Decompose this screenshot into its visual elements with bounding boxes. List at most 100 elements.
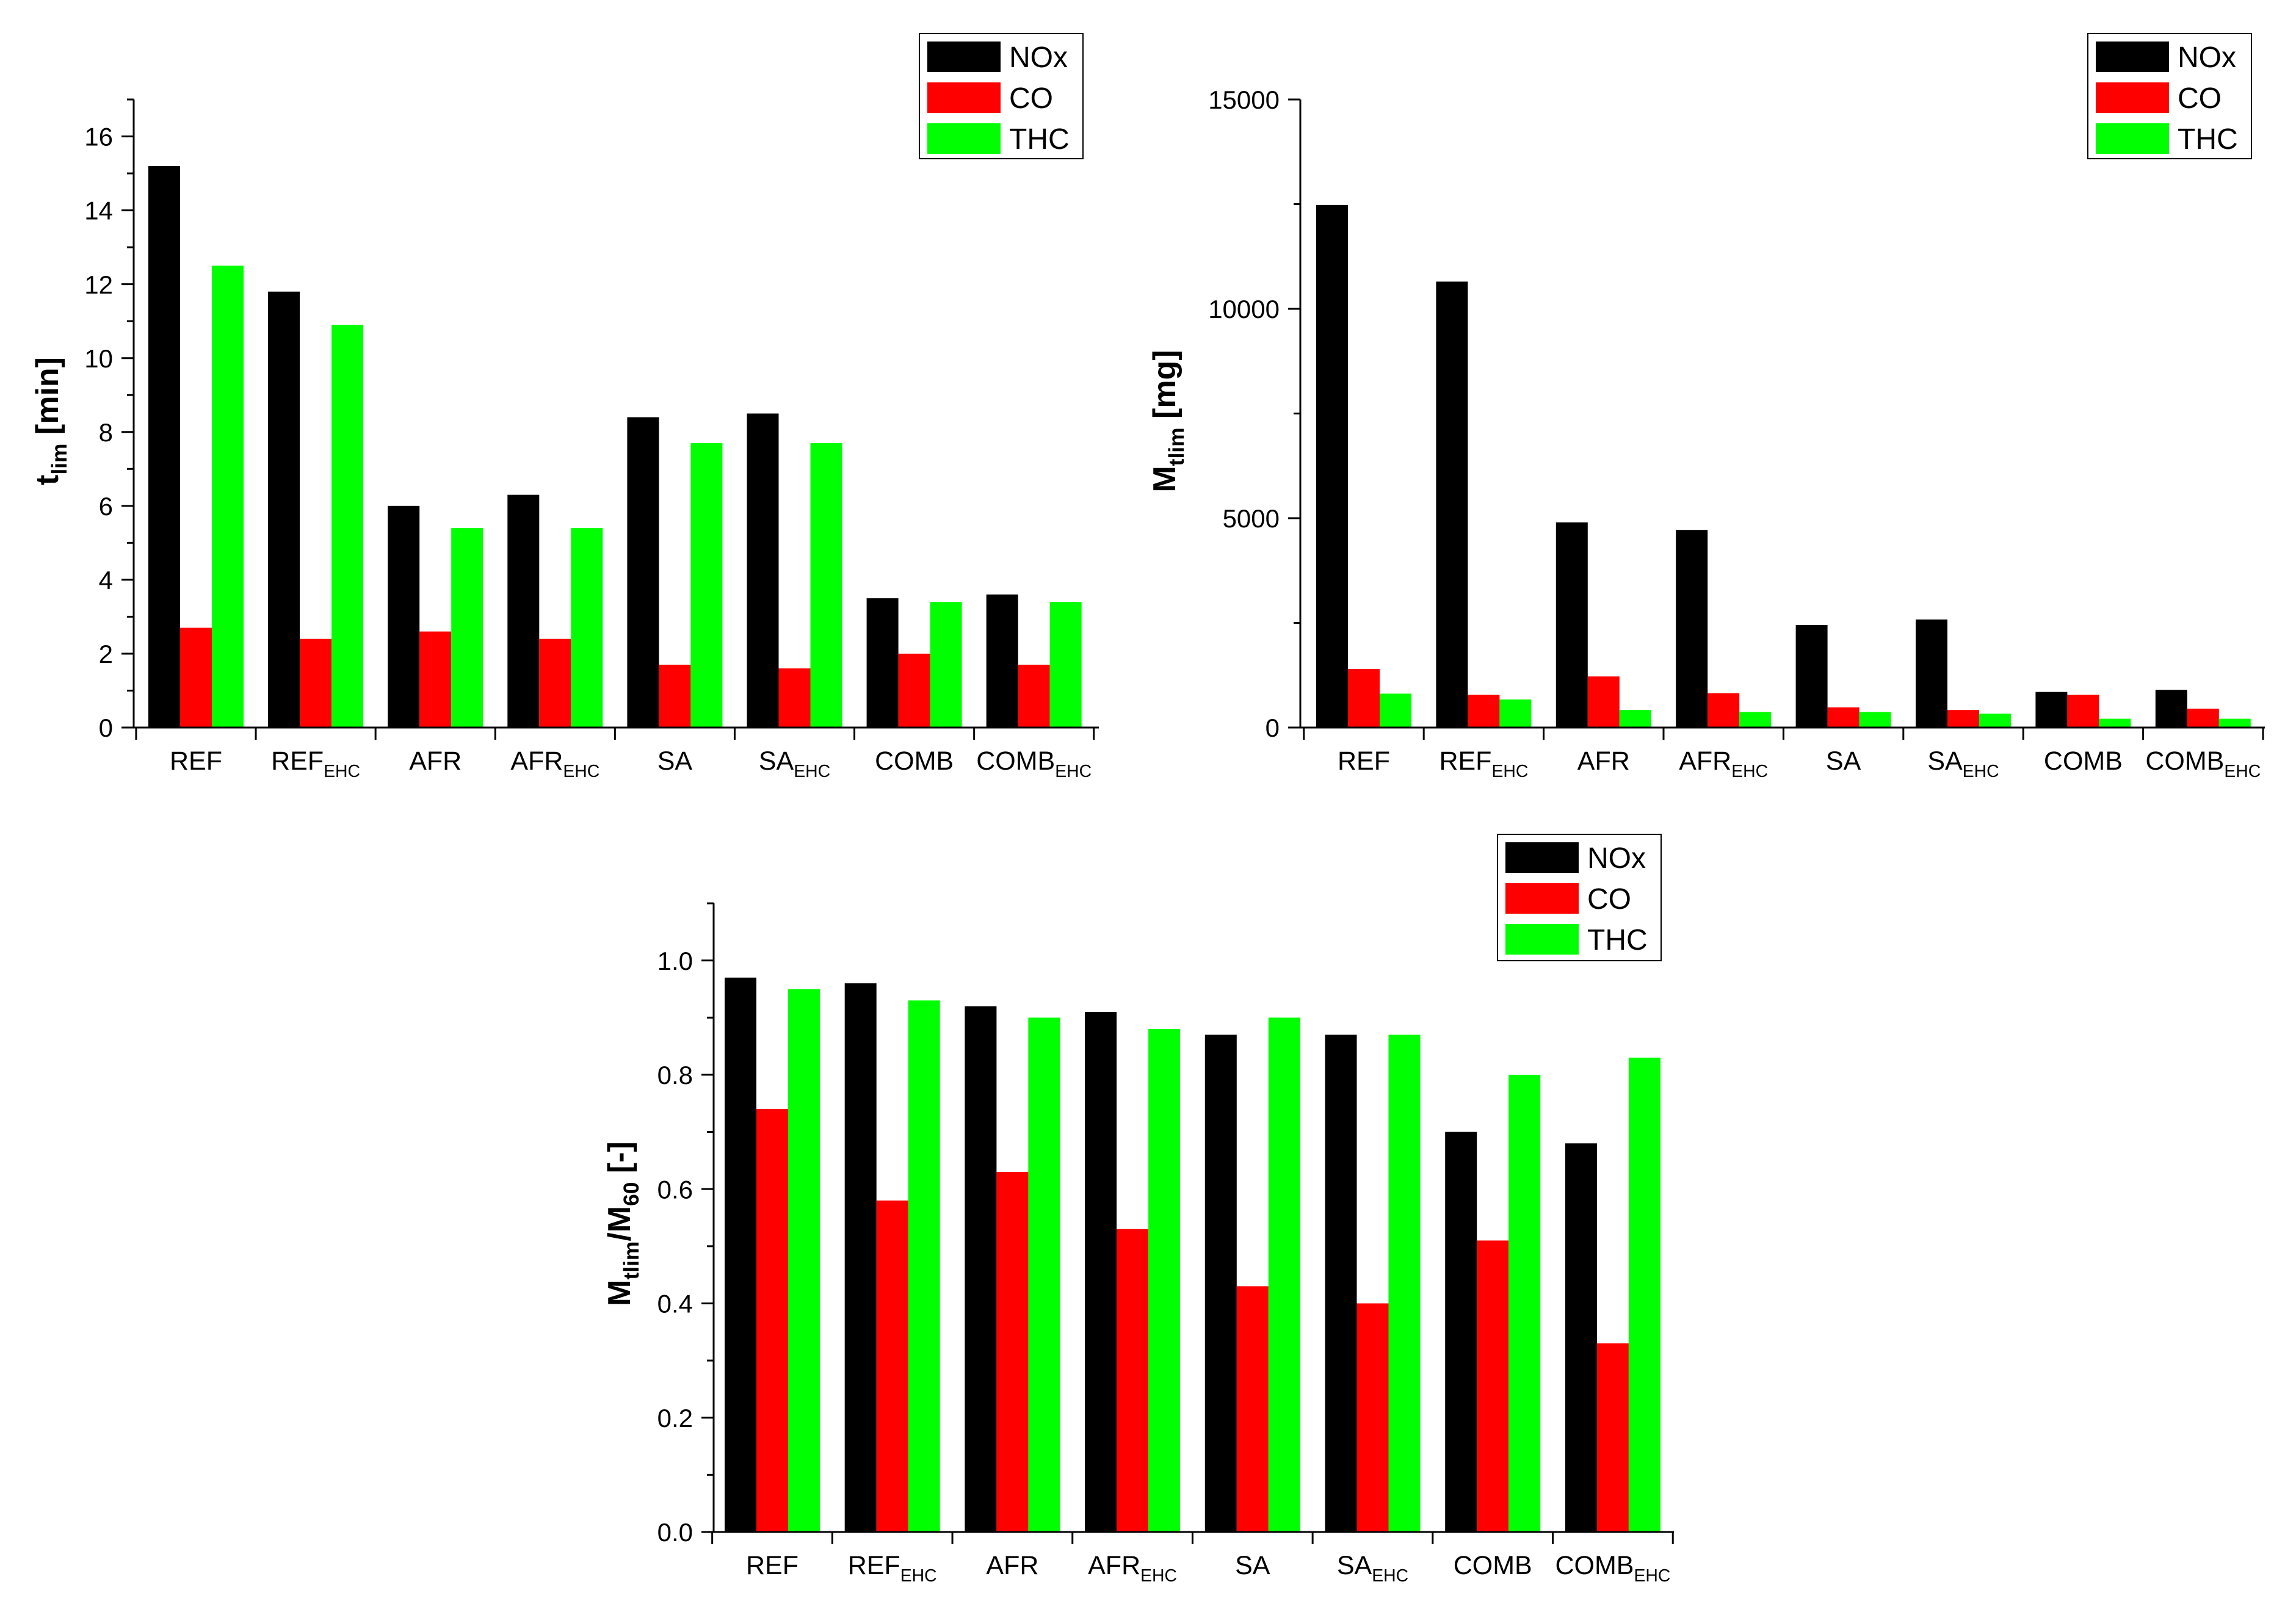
x-tick-label-base: COMB xyxy=(1454,1551,1532,1580)
y-axis-label-subscript: tlim xyxy=(620,1241,643,1280)
bar-nox-afr xyxy=(965,1006,997,1532)
bar-nox-sa-ehc xyxy=(1325,1035,1357,1532)
x-tick-label: REFEHC xyxy=(848,1551,937,1586)
bar-thc-comb xyxy=(2099,718,2131,728)
bar-thc-ref xyxy=(1380,693,1411,728)
x-tick-label: SA xyxy=(1235,1551,1270,1580)
legend-label-nox: NOx xyxy=(1587,842,1646,875)
bar-thc-sa-ehc xyxy=(810,443,842,728)
bar-thc-sa xyxy=(1859,712,1891,728)
x-tick-label-base: AFR xyxy=(1577,746,1630,776)
x-tick-label: COMBEHC xyxy=(2145,746,2261,781)
x-tick-label: COMB xyxy=(2044,746,2123,776)
bar-nox-comb xyxy=(2035,692,2068,728)
x-tick-label-base: AFR xyxy=(1679,746,1731,776)
bar-co-sa xyxy=(1236,1286,1269,1532)
bar-co-afr-ehc xyxy=(1708,693,1740,728)
x-tick-label: SAEHC xyxy=(1337,1551,1408,1586)
y-tick-label: 12 xyxy=(84,270,113,299)
bar-co-afr-ehc xyxy=(539,638,571,728)
y-tick-label: 2 xyxy=(99,640,113,668)
bar-thc-afr xyxy=(1028,1017,1060,1532)
y-axis-label: tlim [min] xyxy=(30,357,71,485)
bar-thc-afr xyxy=(1619,710,1651,728)
x-tick-label-base: REF xyxy=(170,746,222,776)
legend-swatch-co xyxy=(927,82,1001,113)
bar-nox-ref xyxy=(148,165,180,728)
legend: NOx CO THC xyxy=(2087,33,2252,159)
y-tick-label: 10000 xyxy=(1208,295,1280,323)
bar-thc-ref xyxy=(788,989,820,1532)
bar-co-comb-ehc xyxy=(1018,665,1050,728)
bar-co-comb xyxy=(1477,1240,1509,1532)
y-axis-label-part: [mg] xyxy=(1147,350,1182,427)
y-tick-label: 16 xyxy=(84,123,113,151)
x-tick-label: AFREHC xyxy=(1088,1551,1177,1586)
bar-co-sa-ehc xyxy=(1947,710,1979,728)
bar-co-sa-ehc xyxy=(1356,1303,1389,1532)
x-tick-label-base: SA xyxy=(1235,1551,1270,1580)
y-tick-label: 8 xyxy=(99,418,113,447)
y-tick-label: 1.0 xyxy=(657,947,693,975)
x-tick-label: REFEHC xyxy=(271,746,360,781)
bar-nox-comb-ehc xyxy=(1565,1143,1597,1532)
y-axis-label-part: M xyxy=(602,1280,637,1306)
bar-nox-ref-ehc xyxy=(1436,281,1468,728)
y-axis-label: Mtlim/M60 [-] xyxy=(602,1141,643,1306)
bar-co-comb xyxy=(898,653,930,728)
x-tick-label-base: REF xyxy=(1439,746,1491,776)
bar-co-sa xyxy=(1827,707,1860,728)
x-tick-label: SA xyxy=(657,746,693,776)
bar-co-afr-ehc xyxy=(1117,1229,1149,1532)
x-tick-label-base: AFR xyxy=(986,1551,1038,1580)
legend-swatch-co xyxy=(2096,82,2169,113)
y-tick-label: 0.4 xyxy=(657,1290,693,1318)
x-tick-label-subscript: EHC xyxy=(1372,1566,1408,1586)
x-tick-label: AFR xyxy=(409,746,462,776)
bar-nox-sa-ehc xyxy=(1916,620,1947,728)
legend-swatch-thc xyxy=(927,123,1001,154)
x-tick-label: REF xyxy=(746,1551,799,1580)
y-axis-label-subscript: lim xyxy=(48,444,71,475)
y-axis-label: Mtlim [mg] xyxy=(1147,350,1189,492)
x-tick-label-base: REF xyxy=(271,746,324,776)
bar-thc-afr-ehc xyxy=(1739,712,1772,728)
bar-co-comb-ehc xyxy=(2187,709,2219,728)
bar-co-ref-ehc xyxy=(876,1200,908,1532)
legend: NOx CO THC xyxy=(919,33,1084,159)
x-tick-label: SAEHC xyxy=(759,746,830,781)
bar-nox-comb xyxy=(1445,1132,1477,1532)
bar-thc-comb-ehc xyxy=(1049,602,1082,728)
legend-swatch-thc xyxy=(2096,123,2169,154)
x-tick-label-subscript: EHC xyxy=(563,762,599,781)
x-tick-label: AFREHC xyxy=(510,746,599,781)
bar-nox-comb-ehc xyxy=(986,594,1018,728)
x-tick-label: REF xyxy=(170,746,222,776)
x-tick-label: AFREHC xyxy=(1679,746,1768,781)
bar-nox-afr-ehc xyxy=(1676,530,1708,728)
y-axis-label-subscript: tlim xyxy=(1165,427,1189,466)
bar-nox-sa xyxy=(1795,624,1828,728)
x-tick-label: COMBEHC xyxy=(976,746,1092,781)
bar-thc-comb xyxy=(1508,1074,1541,1532)
bar-nox-sa xyxy=(627,417,659,728)
x-tick-label-base: AFR xyxy=(409,746,462,776)
bar-co-ref xyxy=(180,627,212,728)
x-tick-label-subscript: EHC xyxy=(1055,762,1092,781)
legend-label-nox: NOx xyxy=(1009,42,1068,74)
x-tick-label-base: SA xyxy=(1927,746,1963,776)
x-tick-label-base: COMB xyxy=(2044,746,2123,776)
x-tick-label-subscript: EHC xyxy=(900,1566,937,1586)
bar-thc-sa-ehc xyxy=(1979,713,2011,728)
y-tick-label: 4 xyxy=(99,566,113,594)
bar-nox-ref xyxy=(725,977,756,1532)
x-tick-label: COMBEHC xyxy=(1555,1551,1670,1586)
x-tick-label-base: COMB xyxy=(875,746,954,776)
bar-thc-comb-ehc xyxy=(2218,718,2251,728)
x-tick-label: COMB xyxy=(875,746,954,776)
x-tick-label-subscript: EHC xyxy=(1963,762,1999,781)
x-tick-label-base: REF xyxy=(848,1551,900,1580)
y-tick-label: 14 xyxy=(84,197,113,225)
x-tick-label-base: REF xyxy=(746,1551,799,1580)
bar-co-afr xyxy=(996,1172,1029,1532)
